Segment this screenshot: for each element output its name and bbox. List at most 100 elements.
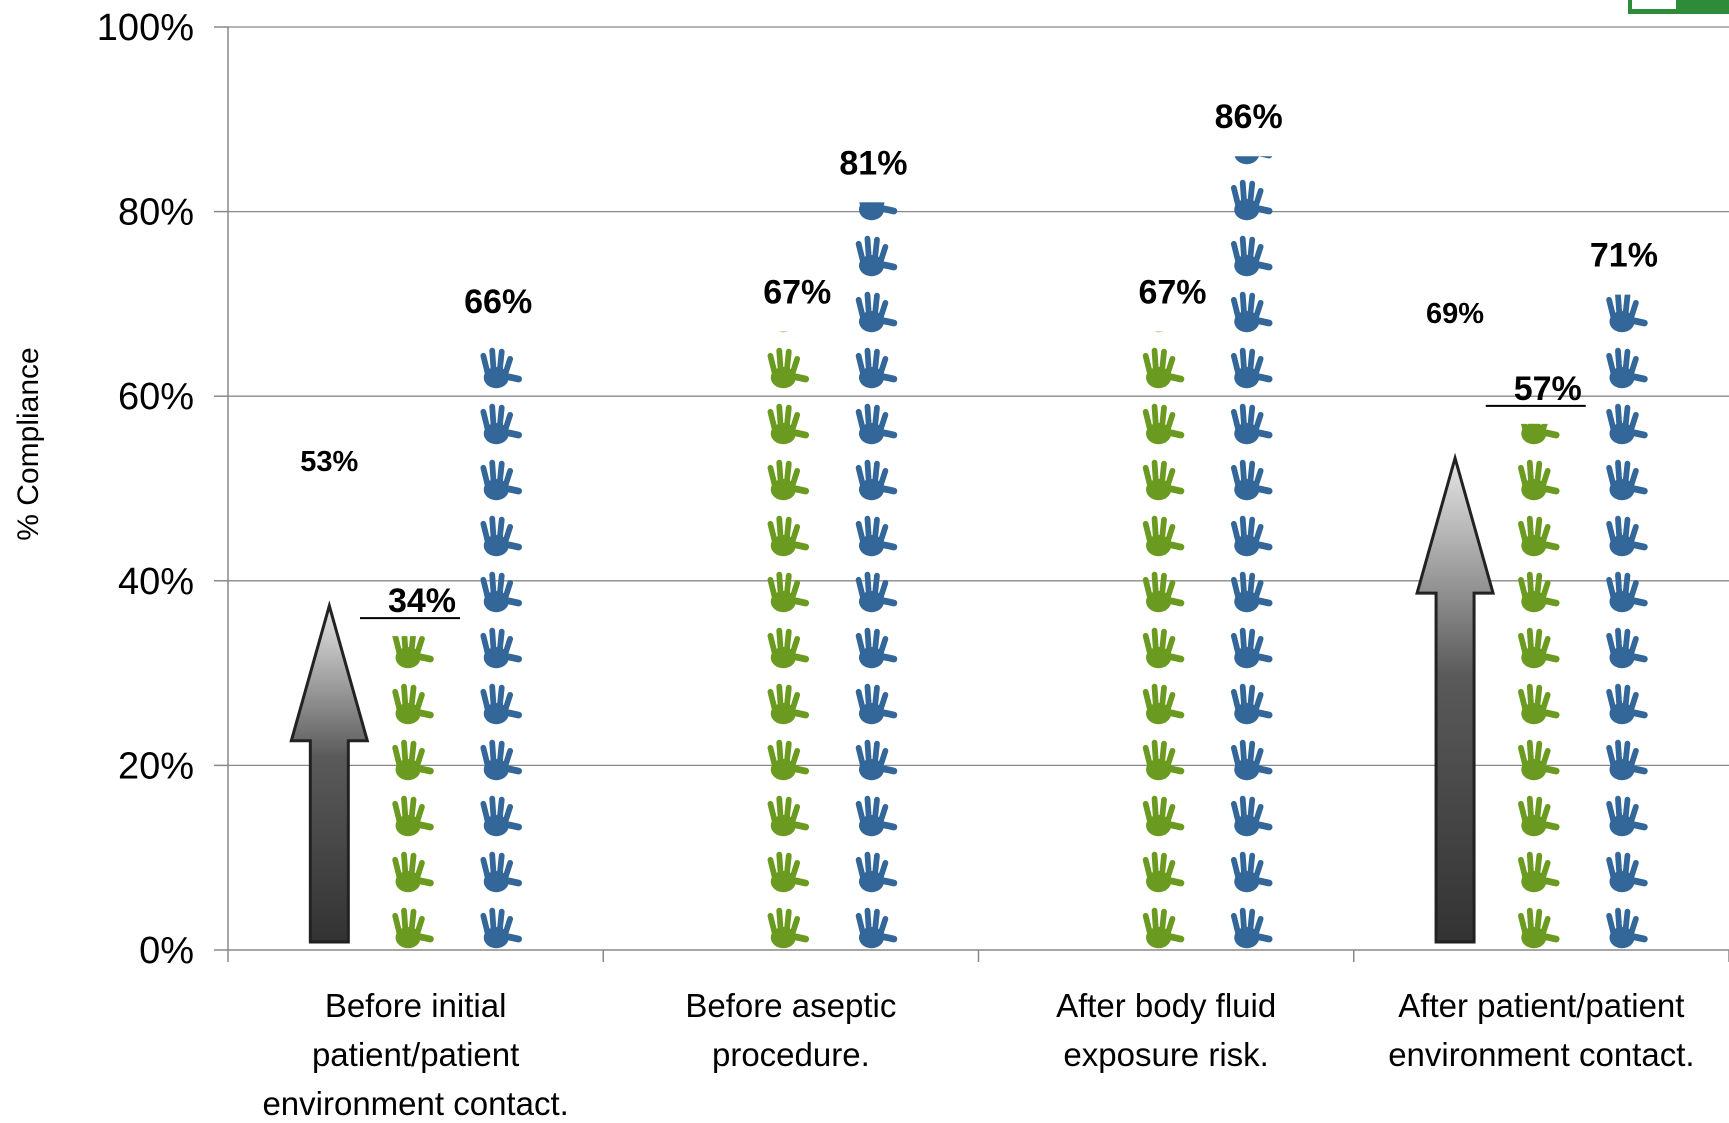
hand-icon (479, 347, 523, 389)
category-label: Before initial (325, 987, 507, 1024)
hand-icon (1517, 851, 1561, 893)
hand-icon (1230, 179, 1274, 221)
hand-icon (855, 235, 898, 277)
hand-icon (1230, 627, 1274, 669)
increase-arrows (289, 452, 1496, 944)
hand-icon (1605, 347, 1649, 389)
hand-icon (1605, 294, 1649, 333)
hand-icon (1517, 515, 1561, 557)
hand-icon (1605, 795, 1649, 837)
hand-icon (479, 851, 523, 893)
hand-icon (1142, 907, 1185, 949)
hand-icon (1605, 739, 1649, 781)
arrow-label: 69% (1426, 298, 1484, 330)
hand-icon (855, 403, 898, 445)
hand-icon (1230, 403, 1274, 445)
hand-icon (479, 515, 523, 557)
bar (1517, 423, 1561, 949)
hand-icon (855, 795, 898, 837)
hand-icon (1230, 795, 1274, 837)
hand-icon (1605, 403, 1649, 445)
hand-icon (1142, 347, 1185, 389)
y-tick-label: 0% (139, 930, 194, 972)
hand-icon (766, 515, 810, 557)
increase-arrow (1415, 452, 1496, 944)
hand-icon (1230, 739, 1274, 781)
y-tick-label: 20% (118, 745, 194, 787)
hand-icon (479, 571, 523, 613)
hand-icon (766, 795, 810, 837)
bar (1605, 294, 1649, 949)
hand-icon (855, 459, 898, 501)
bar (479, 347, 523, 949)
hand-icon (1142, 627, 1185, 669)
hand-icon (1142, 795, 1185, 837)
hand-icon (1230, 459, 1274, 501)
bar (1142, 331, 1185, 949)
hand-icon (766, 627, 810, 669)
hand-icon (391, 739, 435, 781)
hand-icon (479, 739, 523, 781)
hand-icon (479, 403, 523, 445)
y-tick-label: 60% (118, 376, 194, 418)
data-label: 81% (839, 144, 907, 182)
hand-icon (1142, 459, 1185, 501)
value-labels: 53% 69% 34% 67% 67% 57% 66% 81% 86% 71% (300, 98, 1658, 620)
hand-icon (855, 515, 898, 557)
hand-icon (1605, 459, 1649, 501)
logo-fragment (1628, 0, 1729, 14)
hand-icon (855, 907, 898, 949)
hand-icon (1142, 851, 1185, 893)
category-label: procedure. (712, 1036, 870, 1073)
hand-icon (479, 795, 523, 837)
hand-icon (391, 795, 435, 837)
category-label: After body fluid (1056, 987, 1276, 1024)
hand-icon (1230, 907, 1274, 949)
gridlines (228, 26, 1729, 767)
axes (214, 26, 1729, 962)
y-axis-label: % Compliance (12, 347, 45, 540)
data-label: 67% (1138, 274, 1206, 312)
hand-icon (855, 739, 898, 781)
bar (391, 636, 435, 949)
hand-icon (391, 851, 435, 893)
hand-icon (855, 291, 898, 333)
hand-icon (1517, 571, 1561, 613)
hand-icon (1517, 683, 1561, 725)
hand-icon (766, 403, 810, 445)
hand-icon (855, 851, 898, 893)
category-label: After patient/patient (1398, 987, 1684, 1024)
y-tick-label: 80% (118, 192, 194, 234)
y-tick-label: 40% (118, 561, 194, 603)
hand-icon (766, 347, 810, 389)
hand-icon (855, 202, 898, 221)
data-label: 71% (1590, 237, 1658, 275)
category-label: environment contact. (1388, 1036, 1694, 1073)
data-label: 34% (388, 582, 456, 620)
hand-icon (1605, 907, 1649, 949)
x-category-labels: Before initial patient/patient environment… (262, 987, 1694, 1122)
hand-icon (479, 459, 523, 501)
hand-icon (855, 347, 898, 389)
hand-icon (766, 683, 810, 725)
hand-icon (479, 683, 523, 725)
hand-icon (766, 571, 810, 613)
hand-icon (766, 851, 810, 893)
y-tick-label: 100% (97, 7, 194, 49)
hand-icon (766, 907, 810, 949)
data-label: 86% (1215, 98, 1283, 136)
hand-icon (1517, 627, 1561, 669)
hand-icon (1230, 235, 1274, 277)
hand-icon (1605, 571, 1649, 613)
hand-icon (855, 571, 898, 613)
hand-icon (1230, 291, 1274, 333)
hand-icon (1517, 423, 1561, 445)
hand-icon (1230, 851, 1274, 893)
hand-icon (1142, 739, 1185, 781)
hand-icon (1230, 571, 1274, 613)
category-label: environment contact. (262, 1085, 568, 1122)
hand-icon (1605, 515, 1649, 557)
hand-icon (479, 627, 523, 669)
hand-icon (391, 636, 435, 669)
